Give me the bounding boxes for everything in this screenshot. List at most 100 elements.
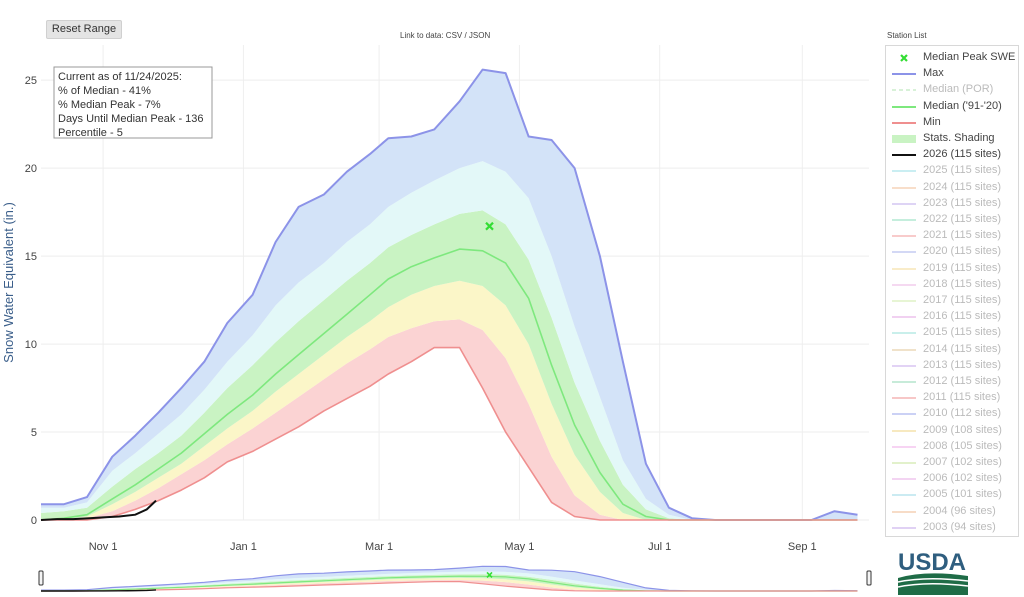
- legend-item[interactable]: 2004 (96 sites): [886, 504, 1018, 520]
- legend-swatch: [892, 73, 916, 76]
- legend-swatch: [892, 170, 916, 173]
- legend-label: 2015 (115 sites): [923, 326, 1002, 339]
- legend-item[interactable]: 2010 (112 sites): [886, 406, 1018, 422]
- slider-peak-marker: [486, 571, 493, 578]
- y-tick-label: 25: [25, 75, 37, 87]
- legend-label: 2008 (105 sites): [923, 439, 1002, 452]
- legend-swatch: [892, 526, 916, 529]
- legend-label: 2017 (115 sites): [923, 294, 1002, 306]
- legend-item[interactable]: 2025 (115 sites): [886, 163, 1018, 179]
- legend-item[interactable]: 2003 (94 sites): [886, 520, 1018, 536]
- legend-label: 2010 (112 sites): [923, 407, 1002, 420]
- legend-item[interactable]: 2020 (115 sites): [886, 244, 1018, 260]
- legend-swatch: [892, 105, 916, 108]
- legend-label: 2022 (115 sites): [923, 213, 1002, 225]
- legend-swatch: [900, 54, 908, 62]
- legend-label: 2018 (115 sites): [923, 277, 1002, 290]
- legend-label: Median Peak SWE: [923, 51, 1016, 63]
- legend-item[interactable]: 2024 (115 sites): [886, 180, 1018, 196]
- legend-label: Median (POR): [923, 83, 994, 96]
- legend-item[interactable]: 2006 (102 sites): [886, 471, 1018, 487]
- slider-right-handle[interactable]: [866, 570, 872, 586]
- legend-label: 2003 (94 sites): [923, 520, 996, 533]
- legend-label: Min: [923, 115, 941, 128]
- x-tick-label: Mar 1: [365, 541, 393, 553]
- legend-item[interactable]: 2007 (102 sites): [886, 455, 1018, 471]
- legend-swatch: [892, 494, 916, 497]
- usda-logo: USDA: [897, 549, 969, 595]
- legend-swatch: [892, 381, 916, 383]
- legend-item[interactable]: 2013 (115 sites): [886, 358, 1018, 374]
- legend-item[interactable]: 2008 (105 sites): [886, 439, 1018, 455]
- legend-item[interactable]: 2015 (115 sites): [886, 325, 1018, 341]
- y-tick-label: 5: [31, 427, 37, 439]
- legend-item[interactable]: 2017 (115 sites): [886, 293, 1018, 309]
- legend-item[interactable]: 2005 (101 sites): [886, 487, 1018, 503]
- legend-item[interactable]: 2021 (115 sites): [886, 228, 1018, 244]
- legend-swatch: [892, 397, 916, 400]
- legend-swatch: [892, 186, 916, 189]
- legend-label: 2016 (115 sites): [923, 310, 1002, 323]
- legend-item[interactable]: 2016 (115 sites): [886, 309, 1018, 325]
- legend-swatch: [892, 219, 916, 221]
- data-link[interactable]: Link to data: CSV / JSON: [400, 31, 491, 40]
- legend-label: 2006 (102 sites): [923, 472, 1002, 485]
- y-tick-label: 20: [25, 163, 37, 175]
- reset-range-button[interactable]: Reset Range: [46, 20, 122, 39]
- legend-item[interactable]: 2019 (115 sites): [886, 261, 1018, 277]
- percentile-band: [41, 210, 858, 520]
- legend-label: 2007 (102 sites): [923, 456, 1002, 468]
- legend-swatch: [892, 267, 916, 270]
- legend-item[interactable]: Max: [886, 66, 1018, 82]
- x-tick-label: Jan 1: [230, 541, 257, 553]
- current-year-line: [40, 499, 157, 521]
- legend-swatch: [892, 462, 916, 464]
- legend-label: 2019 (115 sites): [923, 261, 1002, 274]
- legend-swatch: [892, 251, 916, 254]
- percentile-band: [41, 69, 858, 520]
- slider-left-handle[interactable]: [38, 570, 44, 586]
- legend-swatch: [892, 364, 916, 367]
- legend-item[interactable]: 2012 (115 sites): [886, 374, 1018, 390]
- x-tick-label: May 1: [504, 541, 534, 553]
- legend-label: 2011 (115 sites): [923, 391, 1001, 404]
- legend-item[interactable]: 2011 (115 sites): [886, 390, 1018, 406]
- slider-min-line: [41, 581, 858, 592]
- legend-item[interactable]: Median ('91-'20): [886, 99, 1018, 115]
- svg-text:USDA: USDA: [898, 549, 966, 576]
- legend-swatch: [892, 478, 916, 481]
- status-line: Days Until Median Peak - 136: [58, 113, 204, 125]
- y-axis-label: Snow Water Equivalent (in.): [1, 202, 16, 363]
- range-slider[interactable]: [40, 565, 869, 592]
- slider-current-line: [41, 589, 157, 592]
- y-tick-label: 10: [25, 339, 37, 351]
- x-tick-label: Nov 1: [89, 541, 118, 553]
- legend-label: 2025 (115 sites): [923, 164, 1002, 177]
- legend-label: 2009 (108 sites): [923, 423, 1002, 436]
- legend-item[interactable]: Median Peak SWE: [886, 50, 1018, 66]
- legend-swatch: [892, 316, 916, 319]
- legend-item[interactable]: 2026 (115 sites): [886, 147, 1018, 163]
- legend-item[interactable]: 2022 (115 sites): [886, 212, 1018, 228]
- x-tick-label: Jul 1: [648, 541, 671, 553]
- legend-swatch: [892, 283, 916, 286]
- legend-item[interactable]: 2014 (115 sites): [886, 342, 1018, 358]
- median-peak-marker: [485, 221, 494, 231]
- legend-label: 2026 (115 sites): [923, 148, 1002, 161]
- legend-swatch: [892, 445, 916, 448]
- percentile-band: [41, 280, 858, 520]
- legend-label: 2013 (115 sites): [923, 358, 1002, 371]
- legend-swatch: [892, 429, 916, 432]
- legend-item[interactable]: Stats. Shading: [886, 131, 1018, 147]
- legend-item[interactable]: Median (POR): [886, 82, 1018, 98]
- legend-item[interactable]: 2023 (115 sites): [886, 196, 1018, 212]
- y-tick-label: 0: [31, 515, 37, 527]
- legend-item[interactable]: 2009 (108 sites): [886, 423, 1018, 439]
- legend-label: 2020 (115 sites): [923, 245, 1002, 258]
- legend-title: Station List: [887, 31, 927, 40]
- min-line: [41, 346, 858, 521]
- status-line: % Median Peak - 7%: [58, 99, 161, 111]
- legend-item[interactable]: 2018 (115 sites): [886, 277, 1018, 293]
- legend-item[interactable]: Min: [886, 115, 1018, 131]
